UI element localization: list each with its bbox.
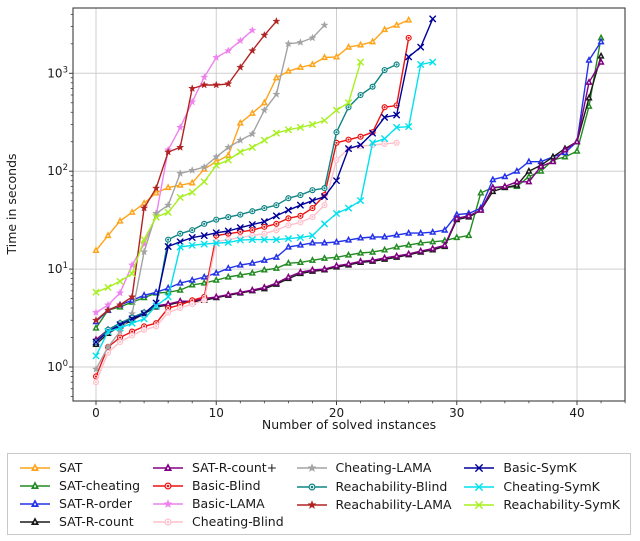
legend-item-SAT-R-order: SAT-R-order: [18, 495, 140, 513]
legend-marker-triangle: [20, 481, 50, 489]
legend-marker-x: [464, 464, 495, 473]
legend-marker-star: [296, 463, 327, 473]
legend-label: Reachability-SymK: [503, 497, 620, 513]
svg-text:30: 30: [449, 406, 464, 420]
svg-text:40: 40: [569, 406, 584, 420]
svg-text:100: 100: [47, 359, 68, 374]
legend-marker-x: [464, 501, 495, 510]
legend-marker-circle: [296, 483, 327, 491]
legend-item-Cheating-Blind: Cheating-Blind: [151, 513, 284, 531]
svg-text:0: 0: [92, 406, 100, 420]
x-axis-label: Number of solved instances: [262, 417, 436, 432]
y-axis-label: Time in seconds: [4, 153, 19, 255]
legend-column: Basic-SymK Cheating-SymK Reachability-SymK: [462, 459, 620, 530]
legend-label: Cheating-LAMA: [335, 460, 432, 476]
series-Reachability-LAMA: [91, 16, 281, 324]
svg-text:102: 102: [47, 163, 68, 178]
legend-label: Basic-LAMA: [191, 496, 265, 511]
legend-box: SAT SAT-cheating SAT-R-order SAT-R-count SAT…: [7, 453, 631, 535]
legend-marker-x: [464, 482, 495, 491]
legend-item-SAT: SAT: [18, 459, 140, 477]
svg-text:101: 101: [47, 261, 68, 276]
series-Reachability-Blind: [92, 61, 400, 346]
legend-marker-circle: [152, 518, 183, 526]
legend-label: SAT-cheating: [59, 478, 141, 493]
svg-text:10: 10: [209, 406, 224, 420]
legend-item-SAT-cheating: SAT-cheating: [18, 477, 140, 495]
axis-ticks: [69, 13, 626, 405]
legend-item-SAT-R-count+: SAT-R-count+: [151, 459, 284, 477]
legend-label: Basic-Blind: [191, 478, 261, 493]
legend-label: Cheating-Blind: [191, 514, 284, 529]
legend-item-Basic-SymK: Basic-SymK: [462, 459, 620, 478]
svg-text:103: 103: [47, 65, 68, 80]
legend-label: SAT-R-count: [59, 514, 134, 529]
series-Cheating-SymK: [92, 58, 437, 360]
legend-item-Basic-Blind: Basic-Blind: [151, 477, 284, 495]
legend-item-Reachability-Blind: Reachability-Blind: [295, 478, 452, 497]
svg-text:20: 20: [329, 406, 344, 420]
series-SAT: [92, 15, 413, 254]
legend-marker-triangle: [152, 463, 183, 471]
legend-marker-triangle: [20, 499, 50, 507]
legend-label: Basic-SymK: [503, 460, 577, 476]
plot-border: [72, 7, 626, 402]
legend-marker-triangle: [20, 463, 50, 471]
legend-label: Reachability-LAMA: [335, 497, 452, 513]
legend-column: Cheating-LAMA Reachability-Blind Reachabil…: [295, 459, 452, 530]
legend-label: SAT-R-order: [59, 496, 132, 511]
legend-label: SAT: [59, 460, 83, 475]
series-Cheating-LAMA: [91, 20, 329, 373]
series-Reachability-SymK: [92, 58, 365, 296]
legend-item-Reachability-LAMA: Reachability-LAMA: [295, 496, 452, 515]
gridlines: [73, 8, 625, 401]
data-series-layer: [91, 15, 605, 386]
legend-marker-circle: [152, 482, 183, 490]
legend-label: Cheating-SymK: [503, 478, 600, 494]
legend-label: Reachability-Blind: [335, 478, 448, 494]
legend-item-Reachability-SymK: Reachability-SymK: [462, 496, 620, 515]
legend-marker-triangle: [20, 517, 50, 525]
legend-label: SAT-R-count+: [191, 460, 278, 475]
legend-item-SAT-R-count: SAT-R-count: [18, 513, 140, 531]
legend-item-Cheating-LAMA: Cheating-LAMA: [295, 459, 452, 478]
legend-marker-star: [152, 498, 183, 509]
legend-item-Cheating-SymK: Cheating-SymK: [462, 478, 620, 497]
legend-item-Basic-LAMA: Basic-LAMA: [151, 495, 284, 513]
legend-column: SAT-R-count+ Basic-Blind Basic-LAMA Cheatin…: [151, 459, 284, 530]
legend-marker-star: [296, 500, 327, 510]
legend-column: SAT SAT-cheating SAT-R-order SAT-R-count: [18, 459, 140, 530]
